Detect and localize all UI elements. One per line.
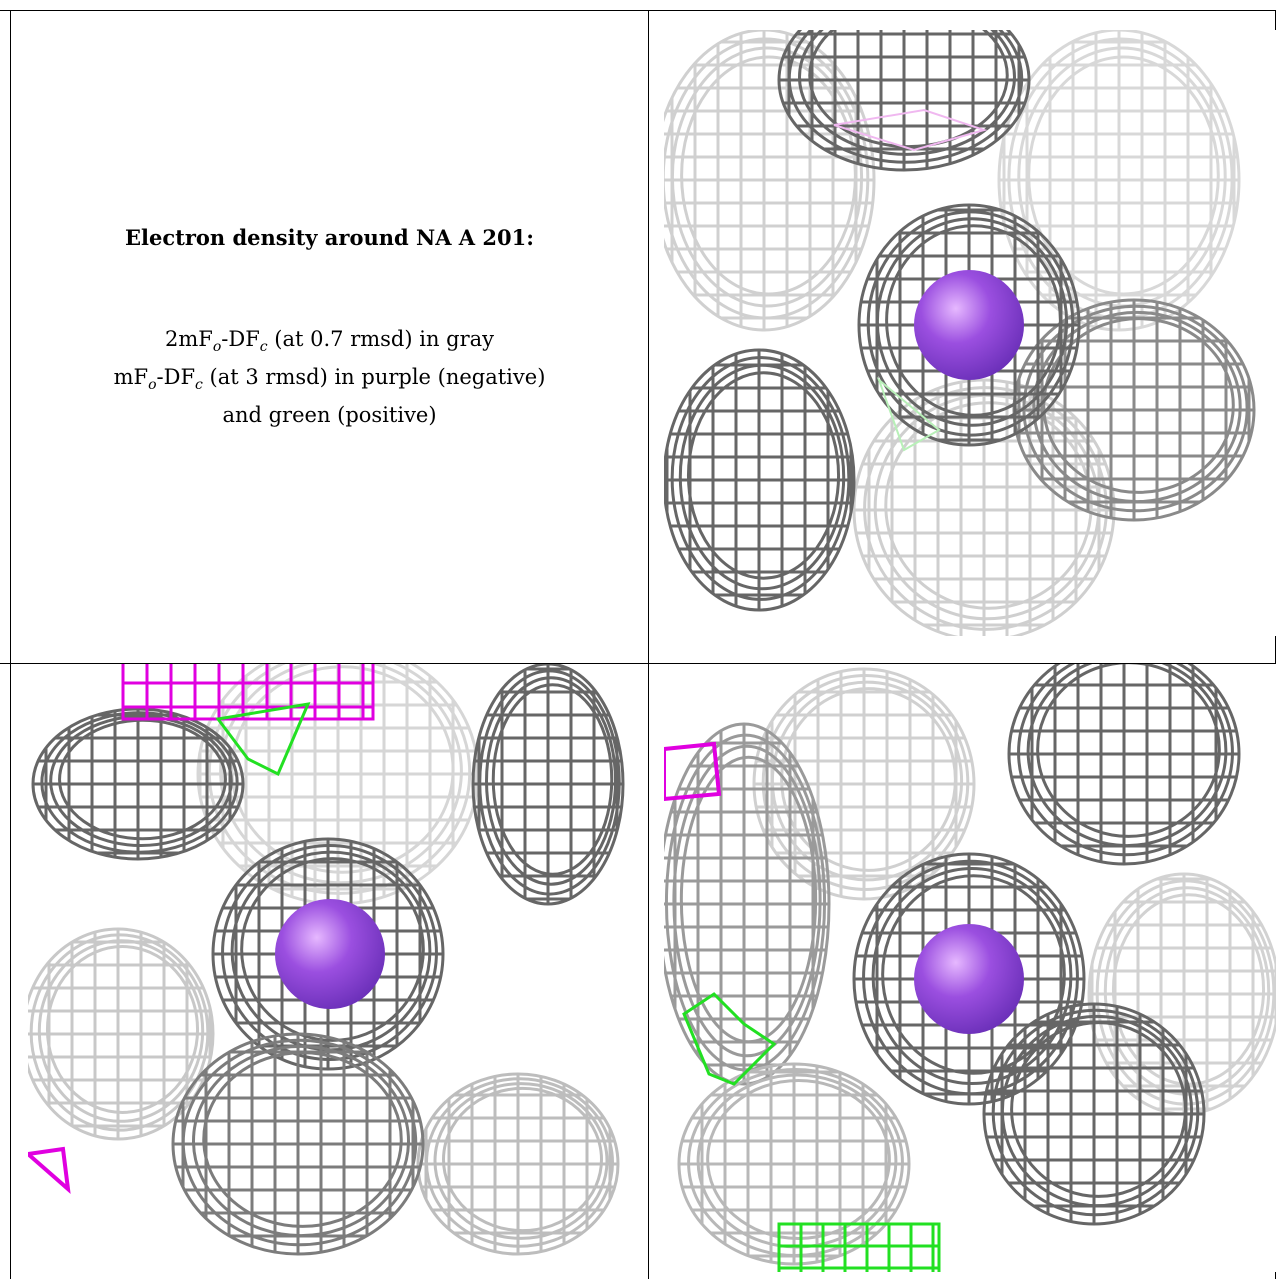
caption-title: Electron density around NA A 201: bbox=[124, 225, 534, 250]
dark-density-blob bbox=[777, 30, 1031, 172]
positive-density-mesh bbox=[777, 1222, 941, 1272]
caption-text: (at 0.7 rmsd) in gray bbox=[267, 327, 495, 351]
caption-text: -DF bbox=[221, 327, 260, 351]
dark-density-blob bbox=[664, 348, 856, 612]
sodium-ion-sphere bbox=[914, 924, 1024, 1034]
dark-density-blob bbox=[31, 707, 245, 861]
bottom-left-density-view bbox=[28, 664, 632, 1272]
caption-body: 2mFo-DFc (at 0.7 rmsd) in gray mFo-DFc (… bbox=[11, 324, 648, 430]
caption-line-3: and green (positive) bbox=[222, 403, 437, 428]
caption-text: -DF bbox=[156, 365, 196, 390]
frame-horizontal-line bbox=[0, 663, 1276, 664]
light-density-blob bbox=[677, 1062, 911, 1266]
density-mesh-image bbox=[664, 30, 1256, 636]
positive-density-mesh bbox=[215, 702, 311, 777]
caption-text: (at 3 rmsd) in purple (negative) bbox=[202, 365, 546, 390]
density-mesh-image bbox=[28, 664, 625, 1256]
light-density-blob bbox=[416, 1072, 620, 1256]
dark-density-blob bbox=[982, 1002, 1206, 1226]
caption-text: mF bbox=[113, 365, 149, 390]
frame-middle-line bbox=[648, 10, 649, 1279]
caption-subscript: c bbox=[195, 377, 203, 394]
caption-subscript: o bbox=[212, 339, 222, 356]
caption-line-1: 2mFo-DFc (at 0.7 rmsd) in gray bbox=[11, 324, 648, 362]
density-mesh-image bbox=[664, 664, 1276, 1272]
bottom-right-density-view bbox=[664, 664, 1276, 1272]
negative-density-mesh bbox=[833, 108, 988, 152]
caption-subscript: o bbox=[148, 377, 157, 394]
caption-text: 2mF bbox=[164, 327, 213, 351]
light-density-blob bbox=[28, 927, 215, 1141]
negative-density-mesh bbox=[121, 664, 375, 721]
light-density-blob bbox=[664, 30, 876, 332]
light-density-blob bbox=[752, 667, 976, 901]
top-right-density-view bbox=[664, 30, 1276, 636]
frame-top-line bbox=[0, 10, 1276, 11]
caption-subscript: c bbox=[259, 339, 268, 356]
negative-density-mesh bbox=[664, 741, 722, 802]
sodium-ion-sphere bbox=[275, 899, 385, 1009]
dark-density-blob bbox=[171, 1032, 425, 1256]
frame-left-line bbox=[10, 10, 11, 1279]
dark-density-blob bbox=[664, 722, 831, 1086]
dark-density-blob bbox=[1012, 298, 1256, 522]
caption-line-2: mFo-DFc (at 3 rmsd) in purple (negative) bbox=[11, 362, 648, 400]
sodium-ion-sphere bbox=[914, 270, 1024, 380]
dark-density-blob bbox=[471, 664, 625, 906]
positive-density-mesh bbox=[876, 376, 941, 452]
dark-density-blob bbox=[1007, 664, 1241, 866]
positive-density-mesh bbox=[682, 992, 777, 1086]
caption-cell: Electron density around NA A 201: 2mFo-D… bbox=[11, 11, 648, 663]
light-density-blob bbox=[997, 30, 1241, 332]
negative-density-mesh bbox=[28, 1146, 71, 1194]
